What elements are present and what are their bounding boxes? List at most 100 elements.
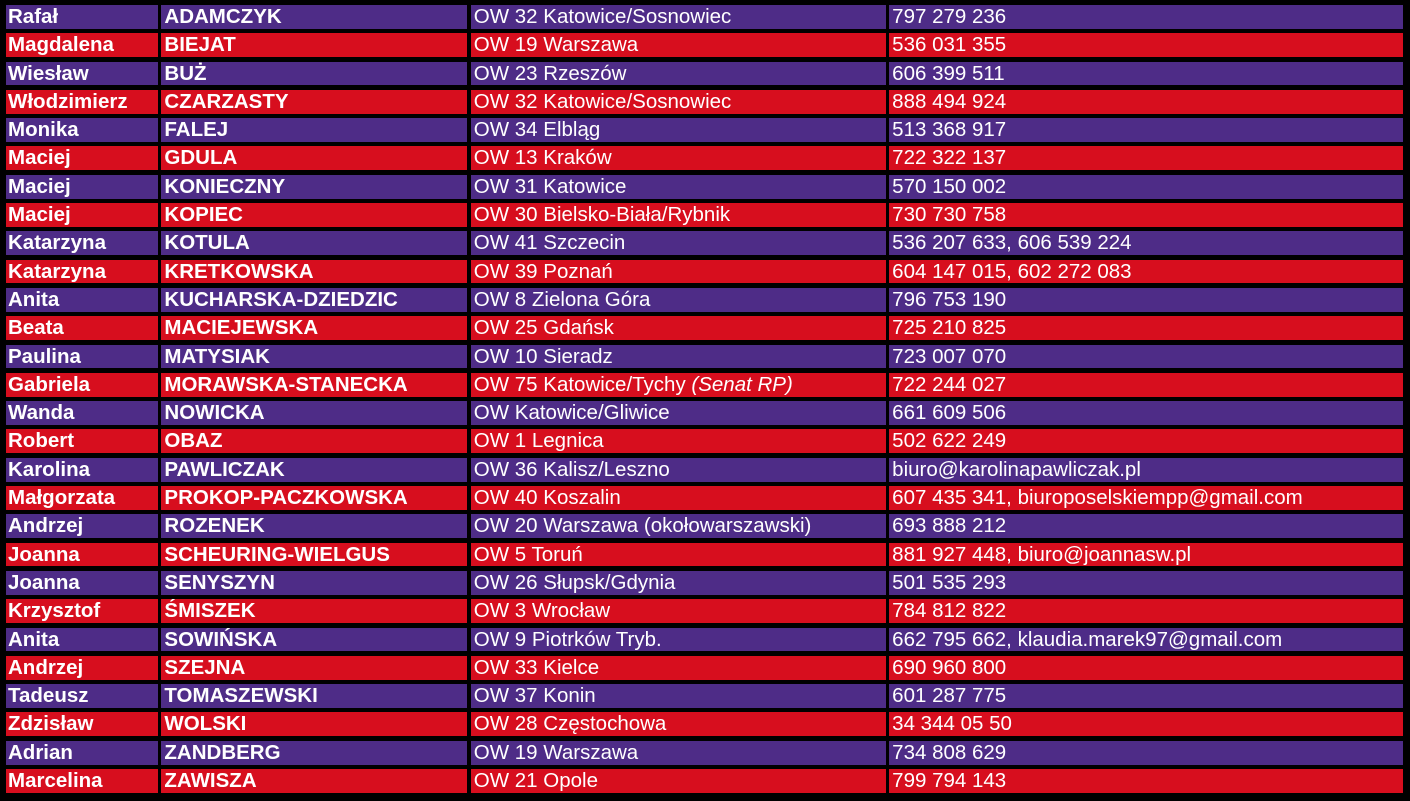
contact-cell: biuro@karolinapawliczak.pl: [889, 457, 1404, 482]
district-text: OW Katowice/Gliwice: [473, 401, 670, 425]
last-name-cell: BIEJAT: [161, 33, 468, 58]
district-cell: OW 19 Warszawa: [470, 33, 886, 58]
district-text: OW 13 Kraków: [473, 146, 612, 170]
district-cell: OW Katowice/Gliwice: [470, 401, 886, 425]
last-name-cell: MORAWSKA-STANECKA: [161, 372, 468, 397]
first-name-cell: Marcelina: [6, 769, 158, 793]
district-cell: OW 31 Katowice: [470, 174, 886, 199]
district-cell: OW 39 Poznań: [470, 259, 886, 284]
contact-cell: 888 494 924: [889, 89, 1404, 114]
contact-cell: 606 399 511: [889, 61, 1404, 86]
first-name-cell: Joanna: [6, 570, 158, 595]
last-name-cell: KRETKOWSKA: [161, 259, 468, 284]
last-name-cell: SOWIŃSKA: [161, 627, 468, 652]
last-name-cell: PAWLICZAK: [161, 457, 468, 482]
first-name-cell: Tadeusz: [6, 684, 158, 708]
last-name-cell: KUCHARSKA-DZIEDZIC: [161, 287, 468, 312]
contact-cell: 723 007 070: [889, 344, 1404, 369]
district-text: OW 30 Bielsko-Biała/Rybnik: [473, 203, 731, 227]
first-name-cell: Wanda: [6, 401, 158, 425]
district-note: (Senat RP): [691, 372, 793, 396]
first-name-cell: Paulina: [6, 344, 158, 369]
first-name-cell: Rafał: [6, 5, 158, 29]
district-text: OW 41 Szczecin: [473, 231, 626, 255]
district-cell: OW 1 Legnica: [470, 429, 886, 454]
last-name-cell: PROKOP-PACZKOWSKA: [161, 486, 468, 510]
last-name-cell: KOPIEC: [161, 203, 468, 227]
district-text: OW 34 Elbląg: [473, 118, 601, 142]
district-text: OW 20 Warszawa (okołowarszawski): [473, 514, 812, 538]
first-name-cell: Zdzisław: [6, 712, 158, 737]
contact-cell: 730 730 758: [889, 203, 1404, 227]
district-cell: OW 32 Katowice/Sosnowiec: [470, 89, 886, 114]
district-cell: OW 75 Katowice/Tychy (Senat RP): [470, 372, 886, 397]
district-cell: OW 19 Warszawa: [470, 740, 886, 765]
district-text: OW 23 Rzeszów: [473, 61, 627, 85]
contact-cell: 690 960 800: [889, 655, 1404, 680]
district-cell: OW 30 Bielsko-Biała/Rybnik: [470, 203, 886, 227]
contact-cell: 601 287 775: [889, 684, 1404, 708]
last-name-cell: SCHEURING-WIELGUS: [161, 542, 468, 567]
mp-contact-table: Rafał ADAMCZYK OW 32 Katowice/Sosnowiec 797…: [6, 5, 1404, 793]
contact-cell: 725 210 825: [889, 316, 1404, 341]
district-text: OW 5 Toruń: [473, 542, 583, 566]
contact-cell: 536 207 633, 606 539 224: [889, 231, 1404, 256]
district-text: OW 26 Słupsk/Gdynia: [473, 570, 676, 594]
district-cell: OW 13 Kraków: [470, 146, 886, 171]
last-name-cell: ZAWISZA: [161, 769, 468, 793]
district-text: OW 75 Katowice/Tychy: [473, 372, 686, 396]
contact-cell: 734 808 629: [889, 740, 1404, 765]
district-text: OW 33 Kielce: [473, 655, 600, 679]
district-text: OW 40 Koszalin: [473, 486, 621, 510]
district-text: OW 1 Legnica: [473, 429, 604, 453]
district-text: OW 19 Warszawa: [473, 740, 639, 764]
first-name-cell: Gabriela: [6, 372, 158, 397]
district-cell: OW 8 Zielona Góra: [470, 287, 886, 312]
district-cell: OW 28 Częstochowa: [470, 712, 886, 737]
contact-cell: 661 609 506: [889, 401, 1404, 425]
district-text: OW 32 Katowice/Sosnowiec: [473, 5, 732, 28]
last-name-cell: TOMASZEWSKI: [161, 684, 468, 708]
district-cell: OW 23 Rzeszów: [470, 61, 886, 86]
district-cell: OW 34 Elbląg: [470, 118, 886, 142]
contact-cell: 34 344 05 50: [889, 712, 1404, 737]
contact-cell: 881 927 448, biuro@joannasw.pl: [889, 542, 1404, 567]
first-name-cell: Maciej: [6, 174, 158, 199]
contact-cell: 536 031 355: [889, 33, 1404, 58]
first-name-cell: Robert: [6, 429, 158, 454]
last-name-cell: OBAZ: [161, 429, 468, 454]
district-text: OW 19 Warszawa: [473, 33, 639, 57]
contact-cell: 604 147 015, 602 272 083: [889, 259, 1404, 284]
first-name-cell: Anita: [6, 287, 158, 312]
last-name-cell: GDULA: [161, 146, 468, 171]
district-cell: OW 40 Koszalin: [470, 486, 886, 510]
contact-cell: 722 244 027: [889, 372, 1404, 397]
district-cell: OW 9 Piotrków Tryb.: [470, 627, 886, 652]
last-name-cell: MACIEJEWSKA: [161, 316, 468, 341]
district-cell: OW 25 Gdańsk: [470, 316, 886, 341]
district-cell: OW 32 Katowice/Sosnowiec: [470, 5, 886, 29]
district-text: OW 39 Poznań: [473, 259, 613, 283]
district-cell: OW 20 Warszawa (okołowarszawski): [470, 514, 886, 539]
first-name-cell: Andrzej: [6, 655, 158, 680]
last-name-cell: KONIECZNY: [161, 174, 468, 199]
district-text: OW 37 Konin: [473, 684, 596, 708]
district-cell: OW 21 Opole: [470, 769, 886, 793]
district-text: OW 10 Sieradz: [473, 344, 613, 368]
last-name-cell: CZARZASTY: [161, 89, 468, 114]
district-text: OW 9 Piotrków Tryb.: [473, 627, 662, 651]
district-cell: OW 36 Kalisz/Leszno: [470, 457, 886, 482]
district-text: OW 32 Katowice/Sosnowiec: [473, 89, 732, 113]
first-name-cell: Beata: [6, 316, 158, 341]
first-name-cell: Andrzej: [6, 514, 158, 539]
contact-cell: 513 368 917: [889, 118, 1404, 142]
contact-cell: 570 150 002: [889, 174, 1404, 199]
contact-cell: 799 794 143: [889, 769, 1404, 793]
district-cell: OW 37 Konin: [470, 684, 886, 708]
last-name-cell: WOLSKI: [161, 712, 468, 737]
district-cell: OW 10 Sieradz: [470, 344, 886, 369]
first-name-cell: Karolina: [6, 457, 158, 482]
contact-cell: 693 888 212: [889, 514, 1404, 539]
contact-cell: 501 535 293: [889, 570, 1404, 595]
district-cell: OW 3 Wrocław: [470, 599, 886, 624]
